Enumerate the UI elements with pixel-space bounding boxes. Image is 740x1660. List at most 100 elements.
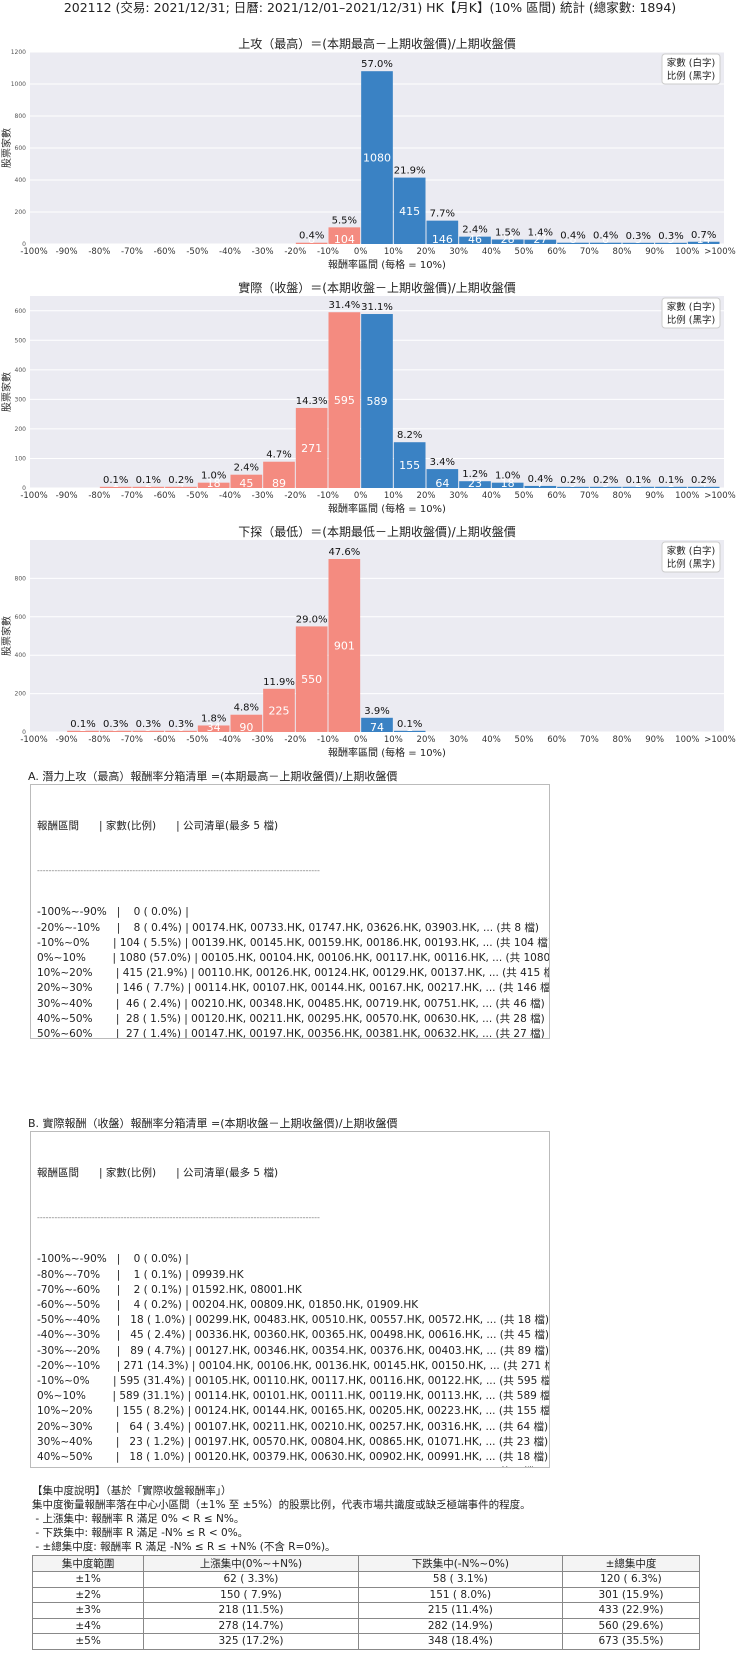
y-tick-label: 400 — [15, 367, 27, 374]
bar-count-label: 5 — [668, 233, 675, 246]
bar-count-label: 104 — [334, 233, 355, 246]
bar-percent-label: 0.4% — [528, 474, 553, 485]
bar — [459, 236, 491, 244]
chart-svg: 上攻（最高）＝(本期最高－上期收盤價)/上期收盤價 0 200 400 600 800 10… — [0, 36, 736, 271]
bin-row: -10%~0% | 104 ( 5.5%) | 00139.HK, 00145.… — [37, 936, 550, 949]
bin-row: 30%~40% | 23 ( 1.2%) | 00197.HK, 00570.H… — [37, 1435, 549, 1448]
x-tick-label: -90% — [56, 735, 78, 745]
bin-row: 0%~10% | 589 (31.1%) | 00114.HK, 00101.H… — [37, 1390, 550, 1403]
bar-count-label: 45 — [239, 477, 253, 490]
bar-percent-label: 14.3% — [296, 396, 328, 407]
y-axis-label: 股票家數 — [0, 372, 13, 412]
x-axis-label: 報酬率區間 (每格 = 10%) — [328, 502, 446, 515]
bar — [687, 241, 720, 244]
bar-count-label: 4 — [178, 477, 185, 490]
legend-entry: 比例 (黑字) — [667, 70, 715, 82]
bar-count-label: 901 — [334, 640, 355, 653]
bar-count-label: 8 — [602, 233, 609, 246]
bar — [132, 730, 165, 732]
x-tick-label: -20% — [284, 735, 306, 745]
x-tick-label: 10% — [384, 247, 403, 257]
bar-percent-label: 0.1% — [103, 475, 128, 486]
legend-box — [661, 541, 721, 573]
table-cell: ±4% — [31, 1617, 145, 1634]
bin-row: -10%~0% | 595 (31.4%) | 00105.HK, 00110.… — [37, 1375, 550, 1388]
table-row: ±1% 62 ( 3.3%) 58 ( 3.1%) 120 ( 6.3%) — [31, 1571, 701, 1588]
table-cell: 433 (22.9%) — [561, 1602, 701, 1619]
x-tick-label: 20% — [417, 491, 436, 501]
x-tick-label: -80% — [88, 735, 110, 745]
bar-percent-label: 0.3% — [168, 719, 193, 730]
legend-box — [661, 53, 721, 85]
bin-row: -20%~-10% | 271 (14.3%) | 00104.HK, 0010… — [37, 1359, 550, 1372]
plot-area — [30, 540, 724, 732]
bar-count-label: 1 — [668, 477, 675, 490]
x-tick-label: 100% — [675, 247, 699, 257]
table-cell: 282 (14.9%) — [357, 1617, 563, 1634]
bin-row: -20%~-10% | 8 ( 0.4%) | 00174.HK, 00733.… — [37, 921, 539, 934]
legend-box — [661, 297, 721, 329]
bar — [622, 242, 655, 244]
bar — [687, 486, 720, 488]
table-cell: 58 ( 3.1%) — [357, 1571, 563, 1588]
x-tick-label: >100% — [704, 491, 735, 501]
bar-percent-label: 0.7% — [691, 230, 716, 241]
section-a-title: A. 潛力上攻（最高）報酬率分箱清單 =(本期最高－上期收盤價)/上期收盤價 — [28, 770, 398, 783]
x-axis-label: 報酬率區間 (每格 = 10%) — [328, 258, 446, 271]
x-tick-label: 60% — [547, 735, 566, 745]
bin-row: 20%~30% | 64 ( 3.4%) | 00107.HK, 00211.H… — [37, 1420, 549, 1433]
x-tick-label: 40% — [482, 491, 501, 501]
bar-count-label: 3 — [602, 477, 609, 490]
table-row: ±4% 278 (14.7%) 282 (14.9%) 560 (29.6%) — [31, 1617, 701, 1634]
chart-upside: 上攻（最高）＝(本期最高－上期收盤價)/上期收盤價 0 200 400 600 800 10… — [0, 36, 740, 276]
x-tick-label: -40% — [219, 735, 241, 745]
bar — [230, 474, 263, 488]
x-tick-label: 10% — [384, 491, 403, 501]
bar-percent-label: 3.4% — [430, 457, 455, 468]
x-tick-label: -60% — [154, 247, 176, 257]
bar-count-label: 8 — [570, 233, 577, 246]
bar — [295, 626, 328, 732]
bar — [459, 481, 491, 488]
x-tick-label: -30% — [252, 491, 274, 501]
bar — [491, 482, 524, 488]
table-cell: 325 (17.2%) — [143, 1633, 359, 1650]
x-tick-label: 0% — [354, 491, 368, 501]
x-tick-label: 50% — [515, 491, 534, 501]
legend-entry: 比例 (黑字) — [667, 314, 715, 326]
bar-count-label: 5 — [145, 721, 152, 734]
chart-downside: 下探（最低）＝(本期最低－上期收盤價)/上期收盤價 0 200 400 600 800 股票… — [0, 524, 740, 764]
bar — [165, 730, 197, 732]
x-tick-label: 90% — [645, 491, 664, 501]
bar-count-label: 18 — [207, 477, 221, 490]
bar-percent-label: 1.5% — [495, 228, 520, 239]
bin-row: -100%~-90% | 0 ( 0.0%) | — [37, 906, 189, 919]
bar-percent-label: 31.1% — [361, 302, 393, 313]
bar — [328, 312, 361, 488]
bin-row: 10%~20% | 155 ( 8.2%) | 00124.HK, 00144.… — [37, 1405, 550, 1418]
column-header: 集中度範圍 — [31, 1555, 145, 1572]
bar — [165, 486, 197, 488]
bin-row: 50%~60% | 27 ( 1.4%) | 00147.HK, 00197.H… — [37, 1028, 545, 1039]
legend-entry: 家數 (白字) — [667, 545, 715, 557]
y-tick-label: 600 — [15, 145, 27, 152]
x-tick-label: -50% — [186, 735, 208, 745]
x-tick-label: 70% — [580, 735, 599, 745]
table-cell: 560 (29.6%) — [561, 1617, 701, 1634]
bar-percent-label: 0.3% — [626, 231, 651, 242]
bar-percent-label: 0.1% — [626, 475, 651, 486]
y-tick-label: 1200 — [11, 49, 26, 56]
bin-row: -70%~-60% | 2 ( 0.1%) | 01592.HK, 08001.… — [37, 1283, 302, 1296]
bar — [67, 730, 99, 732]
x-tick-label: -70% — [121, 247, 143, 257]
x-tick-label: -50% — [186, 491, 208, 501]
bar — [197, 725, 230, 732]
bar — [557, 486, 589, 488]
x-tick-label: 70% — [580, 491, 599, 501]
x-tick-label: 20% — [417, 735, 436, 745]
bar — [328, 559, 361, 732]
bin-row: -50%~-40% | 18 ( 1.0%) | 00299.HK, 00483… — [37, 1314, 549, 1327]
legend: 家數 (白字)比例 (黑字) — [661, 297, 721, 329]
bar — [557, 242, 589, 244]
bin-row: 20%~30% | 146 ( 7.7%) | 00114.HK, 00107.… — [37, 982, 550, 995]
